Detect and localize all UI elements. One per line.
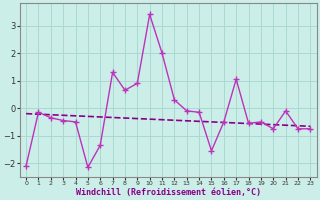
X-axis label: Windchill (Refroidissement éolien,°C): Windchill (Refroidissement éolien,°C) [76,188,261,197]
